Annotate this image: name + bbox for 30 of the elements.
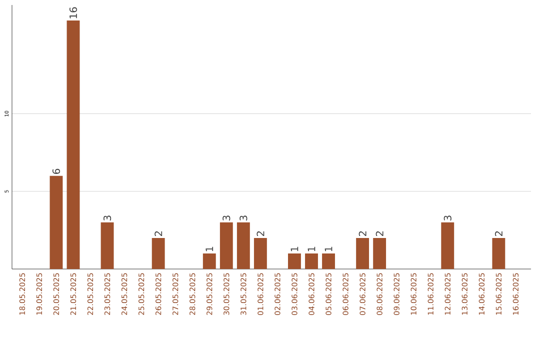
- data-label: 16: [69, 7, 78, 18]
- bar: [356, 238, 370, 269]
- bar: [288, 253, 301, 269]
- data-label: 3: [222, 216, 230, 220]
- bar: [322, 253, 335, 269]
- bar: [441, 222, 454, 269]
- bar: [220, 222, 233, 269]
- data-label: 3: [240, 216, 248, 220]
- bar: [254, 238, 267, 269]
- data-label: 2: [358, 231, 366, 236]
- bar: [50, 176, 63, 269]
- bar: [305, 253, 318, 269]
- bar: [202, 253, 216, 269]
- data-label: 1: [324, 246, 332, 252]
- bar: [236, 222, 250, 269]
- bar: [100, 222, 114, 269]
- data-label: 3: [444, 216, 452, 220]
- data-label: 3: [104, 216, 112, 220]
- data-label: 2: [376, 231, 384, 236]
- data-label: 1: [308, 246, 316, 252]
- bar: [66, 20, 80, 269]
- data-label: 1: [290, 246, 298, 252]
- data-label: 2: [154, 231, 162, 236]
- bar: [373, 238, 386, 269]
- bar: [152, 238, 165, 269]
- data-label: 2: [256, 231, 264, 236]
- bar: [492, 238, 506, 269]
- data-label: 2: [494, 231, 502, 236]
- data-label: 1: [206, 246, 214, 252]
- data-label: 6: [52, 168, 60, 174]
